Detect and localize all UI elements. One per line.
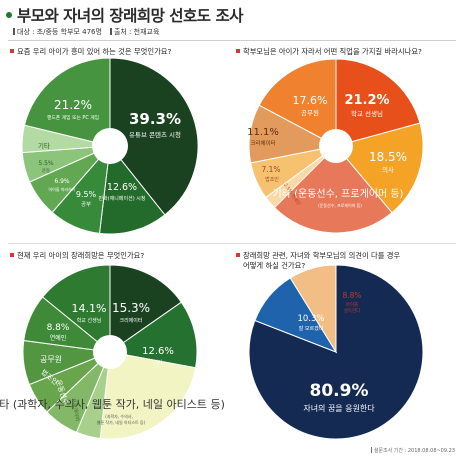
pie1-label-cartoon-name: 만화(애니메이션) 시청 (99, 195, 146, 202)
pie3-label-etc-detail-1: (과학자, 수의사, (105, 413, 132, 419)
pie3-label-celeb-name: 연예인 (50, 334, 67, 342)
question-2: 학부모님은 아이가 자라서 어떤 직업을 가지길 바라시나요? (236, 47, 422, 57)
pie3-label-celeb-value: 8.8% (47, 323, 70, 333)
pie1-label-youtube-name: 유튜브 콘텐츠 시청 (129, 130, 181, 139)
pie2-label-law-name: 법조인 (265, 176, 279, 183)
pie1-label-game-name: 핸드폰 게임 또는 PC 게임 (47, 114, 99, 121)
pie4-label-support-name: 자녀의 꿈을 응원한다 (303, 403, 375, 413)
pie2-label-teacher-name: 학교 선생님 (351, 109, 383, 118)
pie3-slice-2 (108, 301, 198, 369)
pie3-center-hole (93, 335, 127, 369)
divider-bar (370, 447, 372, 453)
question-bullet-icon (10, 253, 14, 257)
pie3-label-creator-name: 크리에이터 (119, 317, 142, 324)
pie1-center-hole (92, 128, 128, 164)
pie4-slice-1 (248, 264, 424, 440)
pie2-label-etc-name: 기타 (운동선수, 프로게이머 등) (273, 188, 404, 200)
pie4-label-unsure-value: 10.3% (297, 314, 324, 324)
divider-bar (109, 28, 112, 35)
pie3-slices (22, 264, 198, 440)
pie2-label-law-value: 7.1% (261, 165, 280, 174)
question-bullet-icon (236, 253, 240, 257)
pie3-label-creator-value: 15.3% (112, 301, 150, 315)
pie4-label-persuade-value: 8.8% (342, 291, 361, 300)
pie4-label-persuade-name-2: 설득한다 (344, 307, 361, 314)
pie1-slices (21, 57, 199, 235)
title-row: 부모와 자녀의 장래희망 선호도 조사 (6, 3, 244, 27)
pie1-label-study-name: 공부 (81, 201, 91, 208)
pie2-label-doctor-value: 18.5% (369, 150, 407, 164)
pie3-label-etc-detail-2: 웹툰 작가, 네일 아티스트 등) (97, 419, 146, 425)
middle-divider (8, 243, 456, 244)
pie1-slice-1 (109, 57, 199, 216)
pie2-label-civil-value: 17.6% (293, 94, 328, 107)
top-divider (8, 40, 456, 41)
pie1-label-sport-name: 운동 (42, 168, 50, 174)
pie2-slice-1 (335, 58, 421, 147)
question-1: 요즘 우리 아이가 흥미 있어 하는 것은 무엇인가요? (10, 47, 171, 57)
pie3-label-teacher-value: 14.1% (72, 302, 107, 315)
question-bullet-icon (236, 49, 240, 53)
pie3-labels: 15.3% 크리에이터 12.6% 의사 기타 (과학자, 수의사, 웹툰 작가… (0, 301, 225, 425)
source-label: 출처 : 천재교육 (113, 28, 160, 36)
pie2-label-creator-name: 크리에이터 (250, 139, 275, 147)
pie3-label-teacher-name: 학교 선생님 (77, 317, 102, 324)
pie3-slice-3 (99, 351, 197, 440)
pie2-center-hole (319, 129, 353, 163)
pie3-label-etc-name: 기타 (과학자, 수의사, 웹툰 작가, 네일 아티스트 등) (0, 397, 225, 411)
question-3: 현재 우리 아이의 장래희망은 무엇인가요? (10, 251, 144, 261)
pie1-labels: 39.3% 유튜브 콘텐츠 시청 12.6% 만화(애니메이션) 시청 9.5%… (38, 98, 181, 208)
pie1-label-idol-value: 6.9% (54, 178, 70, 185)
question-bullet-icon (10, 49, 14, 53)
pie3-label-civil: 공무원 (40, 355, 62, 364)
pie1-label-idol-name: 아이돌 따라하기 (48, 186, 75, 192)
question-4: 장래희망 관련, 자녀와 학부모님의 의견이 다를 경우 어떻게 하실 건가요? (236, 251, 400, 271)
pie2-slice-3 (273, 145, 393, 234)
pie1-label-game-value: 21.2% (54, 98, 92, 112)
pie2-slices (248, 58, 424, 234)
pie4-labels: 80.9% 자녀의 꿈을 응원한다 10.3% 잘 모르겠다 8.8% 아이를 … (297, 291, 375, 413)
pie4-label-persuade-name-1: 아이를 (346, 301, 358, 308)
pie2-label-teacher-value: 21.2% (344, 93, 389, 108)
pie1-label-sport-value: 5.5% (38, 160, 54, 167)
pie2-slice-2 (335, 122, 424, 214)
pie4-slices (248, 264, 424, 440)
target-label: 대상 : 초/중등 학부모 476명 (17, 28, 102, 36)
pie3-slice-1 (109, 264, 183, 353)
pie1-label-cartoon-value: 12.6% (107, 182, 137, 193)
pie1-label-study-value: 9.5% (76, 190, 97, 199)
survey-period: 설문조사 기간 : 2018.08.08~09.23 (370, 447, 455, 454)
pie4-slice-3 (289, 264, 337, 354)
divider-bar (13, 28, 15, 35)
pie2-label-etc-detail: (운동선수, 프로게이머 등) (318, 202, 362, 208)
pie3-label-doctor-value: 12.6% (142, 346, 174, 357)
pie2-label-civil-name: 공무원 (301, 108, 319, 117)
pie2-slice-7 (258, 58, 337, 147)
pie1-label-youtube-value: 39.3% (129, 110, 181, 128)
pie2-label-creator-value: 11.1% (247, 127, 279, 138)
pie4-label-support-value: 80.9% (310, 381, 369, 401)
pie3-label-doctor-name: 의사 (153, 359, 163, 366)
pie1-slice-2 (98, 144, 166, 235)
pie4-label-unsure-name: 잘 모르겠다 (299, 325, 324, 332)
pie3-slice-9 (41, 264, 111, 354)
pie1-slice-7 (23, 57, 111, 147)
pie2-label-doctor-name: 의사 (382, 165, 394, 174)
pie1-label-etc-name: 기타 (38, 141, 50, 150)
pie3-label-gamer: 프로게이머 (70, 398, 81, 422)
page-title: 부모와 자녀의 장래희망 선호도 조사 (17, 7, 244, 25)
title-bullet-icon (6, 12, 12, 18)
survey-info: 대상 : 초/중등 학부모 476명 출처 : 천재교육 (13, 27, 159, 37)
